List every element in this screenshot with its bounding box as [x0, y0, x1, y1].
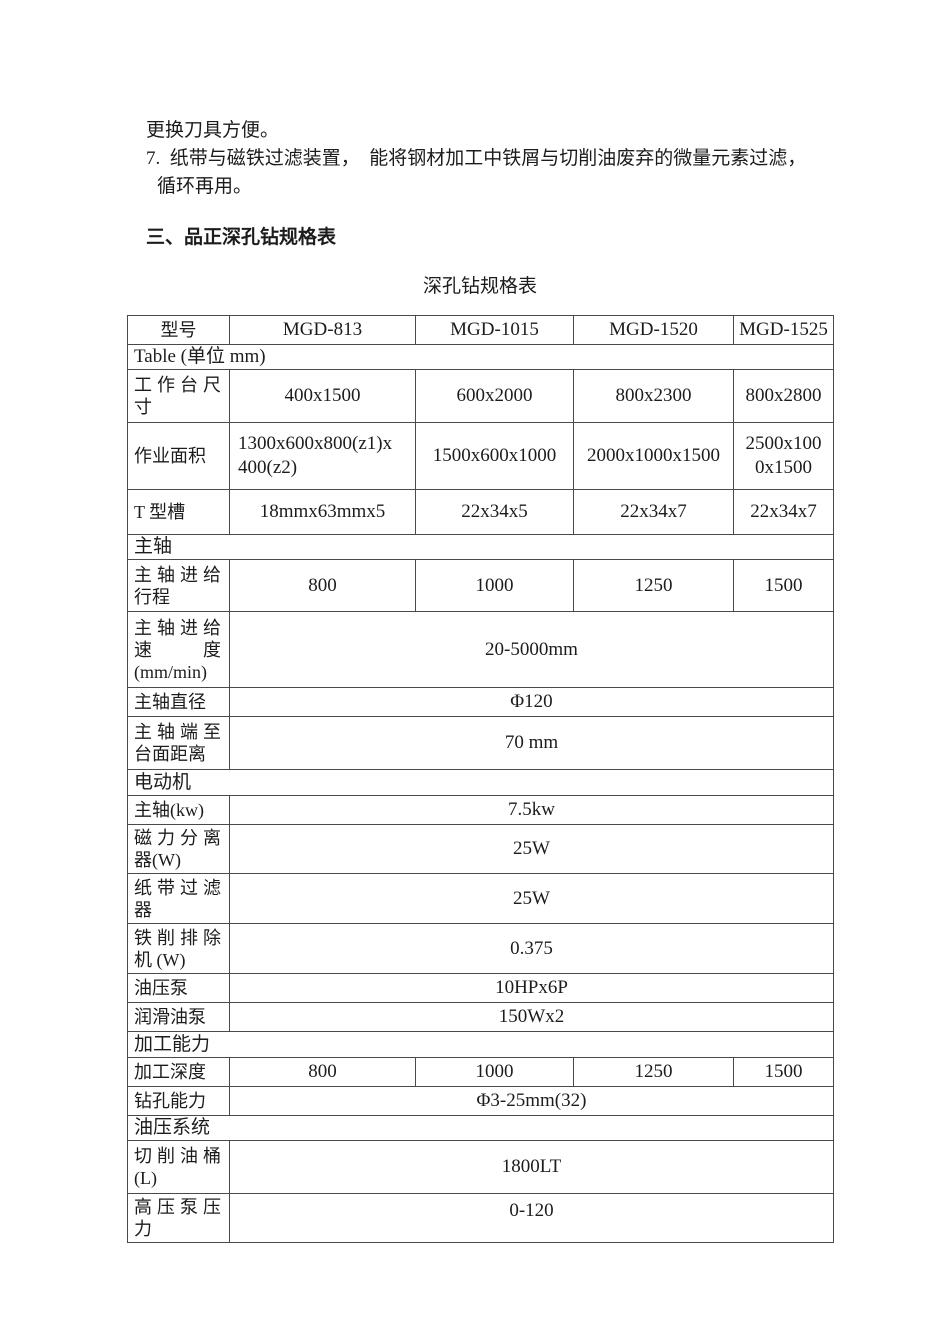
spec-row: 切削油桶(L) 1800LT — [127, 1140, 834, 1194]
spec-section-cell: 主轴 — [127, 534, 834, 560]
spec-row: 主轴端至台面距离 70 mm — [127, 716, 834, 770]
spec-label-cell: 加工深度 — [127, 1057, 230, 1087]
spec-value-cell: 800x2300 — [573, 369, 734, 423]
spec-value-cell: 22x34x7 — [733, 489, 834, 535]
spec-value-cell: Φ3-25mm(32) — [229, 1086, 834, 1116]
spec-row: 主轴进给速度(mm/min) 20-5000mm — [127, 611, 834, 688]
intro-line-1: 更换刀具方便。 — [146, 120, 280, 141]
spec-value-cell: 2000x1000x1500 — [573, 422, 734, 490]
spec-row: 油压系统 — [127, 1115, 834, 1141]
spec-value-cell: 70 mm — [229, 716, 834, 770]
spec-value-cell: MGD-1520 — [573, 315, 734, 345]
spec-value-cell: MGD-813 — [229, 315, 416, 345]
spec-value-cell: 800 — [229, 1057, 416, 1087]
spec-section-cell: 油压系统 — [127, 1115, 834, 1141]
spec-section-cell: 电动机 — [127, 769, 834, 796]
spec-row: 加工深度 800 1000 1250 1500 — [127, 1057, 834, 1087]
spec-value-cell: 2500x100 0x1500 — [733, 422, 834, 490]
spec-value-cell: 25W — [229, 824, 834, 874]
spec-value-cell: Φ120 — [229, 687, 834, 717]
spec-row: 钻孔能力 Φ3-25mm(32) — [127, 1086, 834, 1116]
spec-value-cell: MGD-1015 — [415, 315, 574, 345]
spec-label-cell: 工作台尺寸 — [127, 369, 230, 423]
spec-label-cell: 钻孔能力 — [127, 1086, 230, 1116]
intro-line-3: 循环再用。 — [157, 176, 253, 197]
spec-row: 加工能力 — [127, 1031, 834, 1058]
spec-label-cell: 主轴端至台面距离 — [127, 716, 230, 770]
spec-value-cell: 22x34x5 — [415, 489, 574, 535]
spec-label-cell: 型号 — [127, 315, 230, 345]
spec-value-cell: 25W — [229, 873, 834, 924]
spec-value-cell: 22x34x7 — [573, 489, 734, 535]
spec-row: 主轴进给行程 800 1000 1250 1500 — [127, 559, 834, 612]
table-title: 深孔钻规格表 — [422, 276, 537, 297]
spec-row: 润滑油泵 150Wx2 — [127, 1002, 834, 1032]
spec-row: 主轴(kw) 7.5kw — [127, 795, 834, 825]
spec-row: 电动机 — [127, 769, 834, 796]
spec-value-cell: 0.375 — [229, 923, 834, 974]
intro-line-2: 7. 纸带与磁铁过滤装置， 能将钢材加工中铁屑与切削油废弃的微量元素过滤， — [146, 148, 807, 169]
spec-value-cell: 800x2800 — [733, 369, 834, 423]
spec-value-cell: 1500 — [733, 559, 834, 612]
spec-value-cell: 1500x600x1000 — [415, 422, 574, 490]
spec-row: 主轴直径 Φ120 — [127, 687, 834, 717]
spec-label-cell: 主轴(kw) — [127, 795, 230, 825]
spec-label-cell: 切削油桶(L) — [127, 1140, 230, 1194]
spec-value-cell: 1000 — [415, 559, 574, 612]
section-heading: 三、品正深孔钻规格表 — [146, 227, 337, 248]
spec-value-cell: 1000 — [415, 1057, 574, 1087]
spec-row: 纸带过滤器 25W — [127, 873, 834, 924]
spec-value-cell: 1300x600x800(z1)x 400(z2) — [229, 422, 416, 490]
spec-section-cell: 加工能力 — [127, 1031, 834, 1058]
spec-row: 油压泵 10HPx6P — [127, 973, 834, 1003]
spec-label-cell: T 型槽 — [127, 489, 230, 535]
spec-value-cell: 18mmx63mmx5 — [229, 489, 416, 535]
spec-value-cell: 400x1500 — [229, 369, 416, 423]
spec-label-cell: 主轴进给速度(mm/min) — [127, 611, 230, 688]
spec-value-cell: MGD-1525 — [733, 315, 834, 345]
spec-value-cell: 10HPx6P — [229, 973, 834, 1003]
spec-value-cell: 1250 — [573, 1057, 734, 1087]
spec-label-cell: 作业面积 — [127, 422, 230, 490]
spec-value-cell: 1500 — [733, 1057, 834, 1087]
spec-row: 工作台尺寸 400x1500 600x2000 800x2300 800x2800 — [127, 369, 834, 423]
spec-row: 主轴 — [127, 534, 834, 560]
spec-label-cell: 高压泵压力 — [127, 1193, 230, 1243]
spec-row: T 型槽 18mmx63mmx5 22x34x5 22x34x7 22x34x7 — [127, 489, 834, 535]
spec-table-body: 型号 MGD-813 MGD-1015 MGD-1520 MGD-1525 Table (… — [127, 315, 834, 1243]
spec-row: 高压泵压力 0-120 — [127, 1193, 834, 1243]
spec-row: 铁削排除机 (W) 0.375 — [127, 923, 834, 974]
spec-section-cell: Table (单位 mm) — [127, 344, 834, 370]
spec-row: Table (单位 mm) — [127, 344, 834, 370]
spec-label-cell: 主轴进给行程 — [127, 559, 230, 612]
spec-value-cell: 0-120 — [229, 1193, 834, 1243]
spec-value-cell: 1800LT — [229, 1140, 834, 1194]
spec-row: 作业面积 1300x600x800(z1)x 400(z2) 1500x600x10… — [127, 422, 834, 490]
spec-label-cell: 主轴直径 — [127, 687, 230, 717]
spec-label-cell: 铁削排除机 (W) — [127, 923, 230, 974]
spec-label-cell: 润滑油泵 — [127, 1002, 230, 1032]
spec-value-cell: 150Wx2 — [229, 1002, 834, 1032]
spec-row: 磁力分离器(W) 25W — [127, 824, 834, 874]
spec-label-cell: 纸带过滤器 — [127, 873, 230, 924]
spec-label-cell: 磁力分离器(W) — [127, 824, 230, 874]
spec-row: 型号 MGD-813 MGD-1015 MGD-1520 MGD-1525 — [127, 315, 834, 345]
spec-value-cell: 800 — [229, 559, 416, 612]
spec-label-cell: 油压泵 — [127, 973, 230, 1003]
spec-value-cell: 20-5000mm — [229, 611, 834, 688]
spec-table: 型号 MGD-813 MGD-1015 MGD-1520 MGD-1525 Table (… — [127, 315, 834, 1243]
spec-value-cell: 1250 — [573, 559, 734, 612]
spec-value-cell: 7.5kw — [229, 795, 834, 825]
spec-value-cell: 600x2000 — [415, 369, 574, 423]
